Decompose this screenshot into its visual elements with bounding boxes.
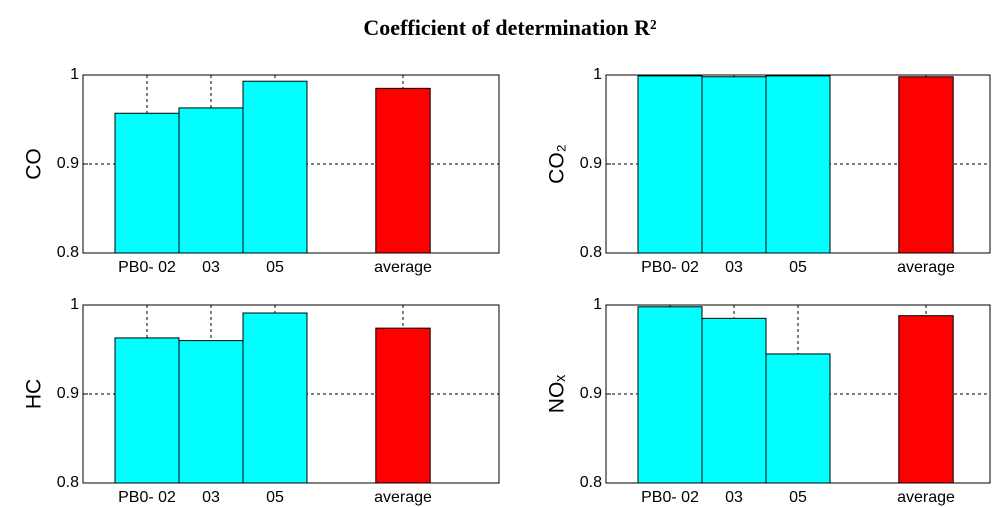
y-tick-label: 1 (593, 296, 602, 313)
x-tick-label: PB0- 02 (641, 259, 699, 276)
x-tick-label: PB0- 02 (118, 489, 176, 506)
bar (178, 340, 244, 484)
bar (765, 353, 831, 484)
y-tick-label: 0.8 (580, 474, 602, 491)
y-tick-label: 0.9 (580, 155, 602, 172)
x-tick-label: 05 (789, 489, 807, 506)
bar (178, 107, 244, 254)
bar (898, 76, 954, 254)
x-tick-label: 03 (202, 259, 220, 276)
y-tick-label: 0.9 (580, 385, 602, 402)
bar (114, 337, 180, 484)
x-tick-label: PB0- 02 (118, 259, 176, 276)
bar (375, 87, 431, 254)
y-axis-label: CO (23, 148, 46, 180)
x-tick-label: 03 (725, 489, 743, 506)
bar (375, 327, 431, 484)
x-tick-label: average (897, 259, 955, 276)
y-tick-label: 1 (70, 296, 79, 313)
y-axis-label: CO₂ (546, 144, 569, 184)
y-tick-label: 0.8 (57, 244, 79, 261)
bar (701, 76, 767, 254)
y-tick-label: 0.9 (57, 385, 79, 402)
bar (242, 312, 308, 484)
axes-box (82, 304, 500, 484)
x-tick-label: 05 (789, 259, 807, 276)
axes-box (605, 74, 991, 254)
axes-box (605, 304, 991, 484)
x-tick-label: average (374, 259, 432, 276)
axes-box (82, 74, 500, 254)
y-tick-label: 1 (70, 66, 79, 83)
y-axis-label: NOₓ (546, 375, 569, 414)
y-tick-label: 0.8 (580, 244, 602, 261)
x-tick-label: average (374, 489, 432, 506)
y-axis-label: HC (23, 379, 46, 409)
bar (898, 315, 954, 484)
x-tick-label: average (897, 489, 955, 506)
bar (701, 317, 767, 484)
bar (637, 75, 703, 254)
x-tick-label: 05 (266, 489, 284, 506)
x-tick-label: 03 (725, 259, 743, 276)
figure-title: Coefficient of determination R² (363, 15, 657, 40)
bar (242, 80, 308, 254)
bar (637, 306, 703, 484)
bar (765, 75, 831, 254)
y-tick-label: 0.9 (57, 155, 79, 172)
x-tick-label: PB0- 02 (641, 489, 699, 506)
y-tick-label: 0.8 (57, 474, 79, 491)
bar (114, 112, 180, 254)
x-tick-label: 05 (266, 259, 284, 276)
x-tick-label: 03 (202, 489, 220, 506)
y-tick-label: 1 (593, 66, 602, 83)
